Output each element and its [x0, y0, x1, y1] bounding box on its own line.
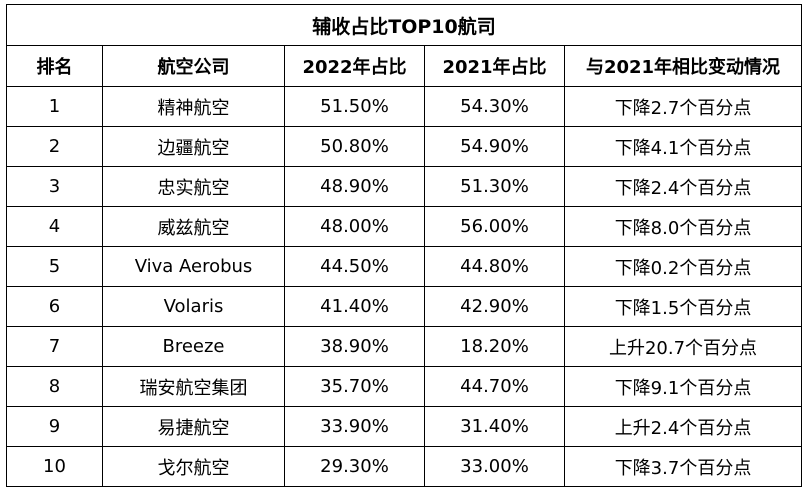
rank-cell: 2 [6, 126, 103, 167]
share-2022-cell: 33.90% [284, 406, 425, 447]
change-cell: 下降8.0个百分点 [563, 206, 803, 247]
share-2021-cell: 44.80% [424, 246, 565, 287]
table-row: 5 Viva Aerobus 44.50% 44.80% 下降0.2个百分点 [6, 246, 803, 287]
table-row: 4 威兹航空 48.00% 56.00% 下降8.0个百分点 [6, 206, 803, 247]
ancillary-revenue-table: 辅收占比TOP10航司 排名 航空公司 2022年占比 2021年占比 与202… [5, 4, 803, 487]
rank-cell: 9 [6, 406, 103, 447]
share-2021-cell: 18.20% [424, 326, 565, 367]
column-header-share-2022: 2022年占比 [284, 45, 425, 87]
airline-cell: 边疆航空 [102, 126, 285, 167]
airline-cell: 忠实航空 [102, 166, 285, 207]
rank-cell: 10 [6, 446, 103, 487]
share-2021-cell: 42.90% [424, 286, 565, 327]
change-cell: 下降4.1个百分点 [563, 126, 803, 167]
share-2022-cell: 50.80% [284, 126, 425, 167]
change-cell: 下降2.4个百分点 [563, 166, 803, 207]
share-2022-cell: 38.90% [284, 326, 425, 367]
column-header-rank: 排名 [6, 45, 103, 87]
change-cell: 下降9.1个百分点 [563, 366, 803, 407]
table-body: 1 精神航空 51.50% 54.30% 下降2.7个百分点 2 边疆航空 50.80% 54.… [6, 86, 803, 487]
share-2021-cell: 44.70% [424, 366, 565, 407]
rank-cell: 8 [6, 366, 103, 407]
column-header-change: 与2021年相比变动情况 [563, 45, 803, 87]
table-row: 6 Volaris 41.40% 42.90% 下降1.5个百分点 [6, 286, 803, 327]
share-2022-cell: 35.70% [284, 366, 425, 407]
title-row: 辅收占比TOP10航司 [5, 4, 803, 46]
table-row: 2 边疆航空 50.80% 54.90% 下降4.1个百分点 [6, 126, 803, 167]
share-2022-cell: 51.50% [284, 86, 425, 127]
share-2021-cell: 54.30% [424, 86, 565, 127]
airline-cell: 瑞安航空集团 [102, 366, 285, 407]
share-2022-cell: 29.30% [284, 446, 425, 487]
rank-cell: 3 [6, 166, 103, 207]
change-cell: 上升20.7个百分点 [563, 326, 803, 367]
column-header-airline: 航空公司 [102, 45, 285, 87]
change-cell: 下降1.5个百分点 [563, 286, 803, 327]
rank-cell: 7 [6, 326, 103, 367]
rank-cell: 5 [6, 246, 103, 287]
table-row: 1 精神航空 51.50% 54.30% 下降2.7个百分点 [6, 86, 803, 127]
airline-cell: 威兹航空 [102, 206, 285, 247]
share-2021-cell: 33.00% [424, 446, 565, 487]
change-cell: 上升2.4个百分点 [563, 406, 803, 447]
share-2022-cell: 48.00% [284, 206, 425, 247]
share-2022-cell: 48.90% [284, 166, 425, 207]
share-2021-cell: 54.90% [424, 126, 565, 167]
column-header-share-2021: 2021年占比 [424, 45, 565, 87]
airline-cell: Breeze [102, 326, 285, 367]
airline-cell: Viva Aerobus [102, 246, 285, 287]
airline-cell: Volaris [102, 286, 285, 327]
table-row: 10 戈尔航空 29.30% 33.00% 下降3.7个百分点 [6, 446, 803, 487]
header-row: 排名 航空公司 2022年占比 2021年占比 与2021年相比变动情况 [6, 45, 803, 87]
share-2021-cell: 51.30% [424, 166, 565, 207]
change-cell: 下降3.7个百分点 [563, 446, 803, 487]
share-2021-cell: 31.40% [424, 406, 565, 447]
table-title: 辅收占比TOP10航司 [5, 4, 803, 46]
airline-cell: 易捷航空 [102, 406, 285, 447]
rank-cell: 1 [6, 86, 103, 127]
table-row: 7 Breeze 38.90% 18.20% 上升20.7个百分点 [6, 326, 803, 367]
change-cell: 下降0.2个百分点 [563, 246, 803, 287]
table-row: 3 忠实航空 48.90% 51.30% 下降2.4个百分点 [6, 166, 803, 207]
rank-cell: 4 [6, 206, 103, 247]
airline-cell: 精神航空 [102, 86, 285, 127]
airline-cell: 戈尔航空 [102, 446, 285, 487]
table-row: 8 瑞安航空集团 35.70% 44.70% 下降9.1个百分点 [6, 366, 803, 407]
share-2022-cell: 41.40% [284, 286, 425, 327]
table-row: 9 易捷航空 33.90% 31.40% 上升2.4个百分点 [6, 406, 803, 447]
share-2021-cell: 56.00% [424, 206, 565, 247]
change-cell: 下降2.7个百分点 [563, 86, 803, 127]
table-container: 辅收占比TOP10航司 排名 航空公司 2022年占比 2021年占比 与202… [5, 4, 803, 487]
rank-cell: 6 [6, 286, 103, 327]
share-2022-cell: 44.50% [284, 246, 425, 287]
